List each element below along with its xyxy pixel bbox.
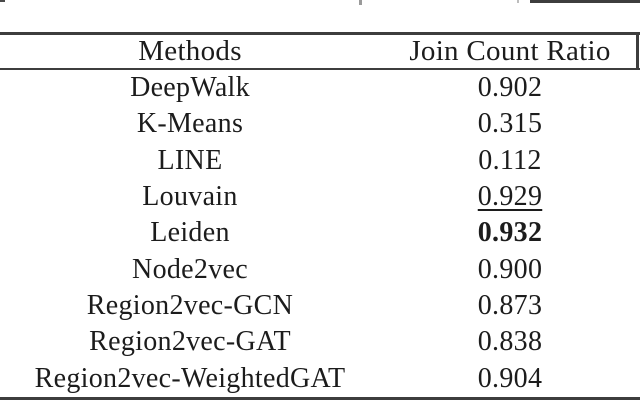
table-row: Region2vec-GCN 0.873 [0,288,640,324]
column-header-methods: Methods [138,35,242,67]
table-header-rule [0,68,640,70]
value-cell: 0.112 [478,144,542,176]
method-cell: Leiden [150,217,230,249]
table-top-rule [0,32,640,35]
table-row: Node2vec 0.900 [0,252,640,288]
value-cell: 0.315 [477,108,543,140]
cropped-underline-remnant [530,0,640,3]
method-cell: LINE [157,144,223,176]
table-header-row: Methods Join Count Ratio [0,35,640,68]
value-cell: 0.904 [477,362,543,394]
method-cell: Node2vec [132,253,248,285]
column-header-join-count-ratio: Join Count Ratio [409,35,611,67]
table-row: Region2vec-WeightedGAT 0.904 [0,361,640,397]
adjacent-table-edge-remnant [636,32,639,70]
table-row: Leiden 0.932 [0,215,640,251]
method-cell: DeepWalk [130,72,250,104]
value-cell: 0.900 [477,253,543,285]
method-cell: Louvain [142,181,238,213]
method-cell: K-Means [136,108,244,140]
table-body: DeepWalk 0.902 K-Means 0.315 LINE 0.112 … [0,70,640,397]
value-cell: 0.902 [477,72,543,104]
value-cell: 0.838 [477,326,543,358]
method-cell: Region2vec-GAT [89,326,291,358]
value-cell: 0.932 [477,217,543,249]
table-row: DeepWalk 0.902 [0,70,640,106]
method-cell: Region2vec-GCN [86,290,294,322]
table-row: K-Means 0.315 [0,106,640,142]
table-row: LINE 0.112 [0,143,640,179]
table-row: Louvain 0.929 [0,179,640,215]
cropped-text-remnant [359,0,362,5]
cropped-text-remnant [517,0,519,3]
method-cell: Region2vec-WeightedGAT [34,362,346,394]
value-cell: 0.929 [477,181,543,213]
value-cell: 0.873 [477,290,543,322]
results-table: Methods Join Count Ratio DeepWalk 0.902 … [0,32,640,400]
cropped-text-remnant [0,0,5,2]
table-row: Region2vec-GAT 0.838 [0,324,640,360]
table-bottom-rule [0,397,640,400]
